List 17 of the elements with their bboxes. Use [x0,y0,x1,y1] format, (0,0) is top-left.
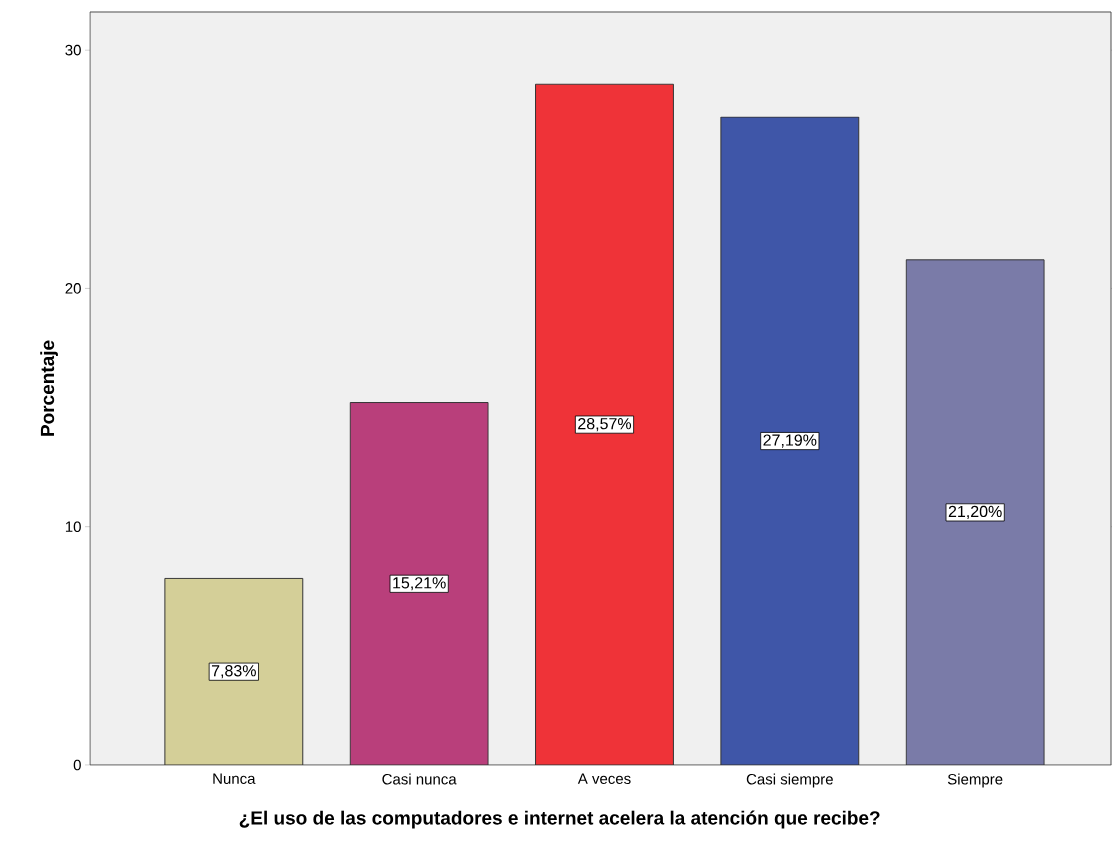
data-label: 28,57% [578,417,632,432]
y-tick-label: 30 [65,44,81,56]
data-label: 27,19% [763,434,817,448]
y-tick-label: 10 [65,521,81,532]
data-label: 15,21% [393,577,446,591]
data-label: 21,20% [948,505,1002,519]
bar [905,259,1045,765]
y-tick-label: 0 [73,759,81,771]
x-tick-label: A veces [577,773,631,784]
y-axis-title: Porcentaje [40,340,58,436]
x-tick-label: Casi siempre [746,773,833,788]
data-label: 7,83% [211,665,256,679]
y-tick-label: 20 [65,283,81,294]
x-tick-label: Casi nunca [382,773,457,785]
x-axis-title: ¿El uso de las computadores e internet acelera la atención que recibe? [239,810,880,829]
x-tick-label: Siempre [947,773,1003,788]
x-tick-label: Nunca [213,773,256,784]
